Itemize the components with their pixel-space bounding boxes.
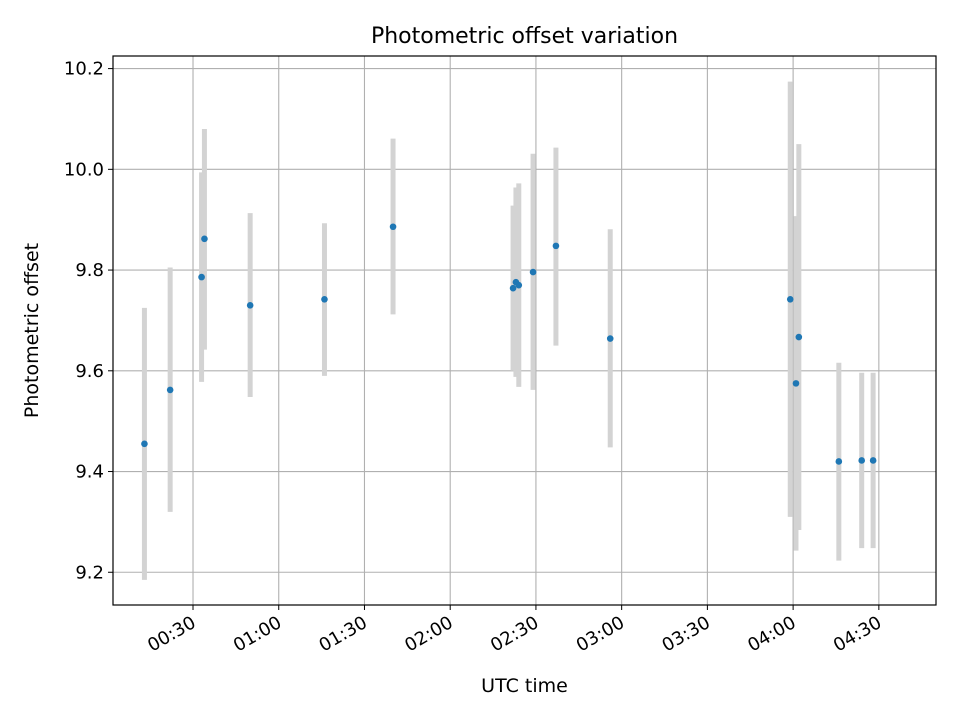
data-point — [166, 386, 174, 394]
data-point — [201, 235, 208, 243]
chart-title: Photometric offset variation — [371, 24, 678, 49]
data-point — [389, 223, 397, 231]
y-tick-label: 10.0 — [64, 159, 104, 180]
data-point — [515, 281, 523, 289]
data-point — [198, 273, 205, 281]
data-point — [246, 302, 254, 309]
data-point — [869, 457, 877, 464]
data-point — [509, 284, 517, 292]
data-point — [606, 335, 614, 342]
data-point — [321, 295, 328, 303]
data-point — [795, 333, 803, 341]
y-axis-label: Photometric offset — [21, 243, 43, 418]
y-tick-label: 9.4 — [75, 462, 104, 483]
data-point — [835, 458, 843, 465]
plot-frame — [112, 55, 937, 606]
y-tick-label: 10.2 — [64, 59, 104, 80]
data-point — [141, 440, 148, 448]
data-points — [141, 223, 877, 465]
data-point — [552, 242, 560, 250]
y-tick-label: 9.8 — [75, 260, 104, 281]
y-tick-label: 9.6 — [75, 361, 104, 382]
data-point — [786, 295, 794, 303]
data-point — [792, 380, 800, 387]
y-tick-label: 9.2 — [75, 562, 104, 583]
x-axis-label: UTC time — [481, 675, 568, 697]
data-point — [858, 457, 866, 464]
data-point — [529, 268, 537, 276]
